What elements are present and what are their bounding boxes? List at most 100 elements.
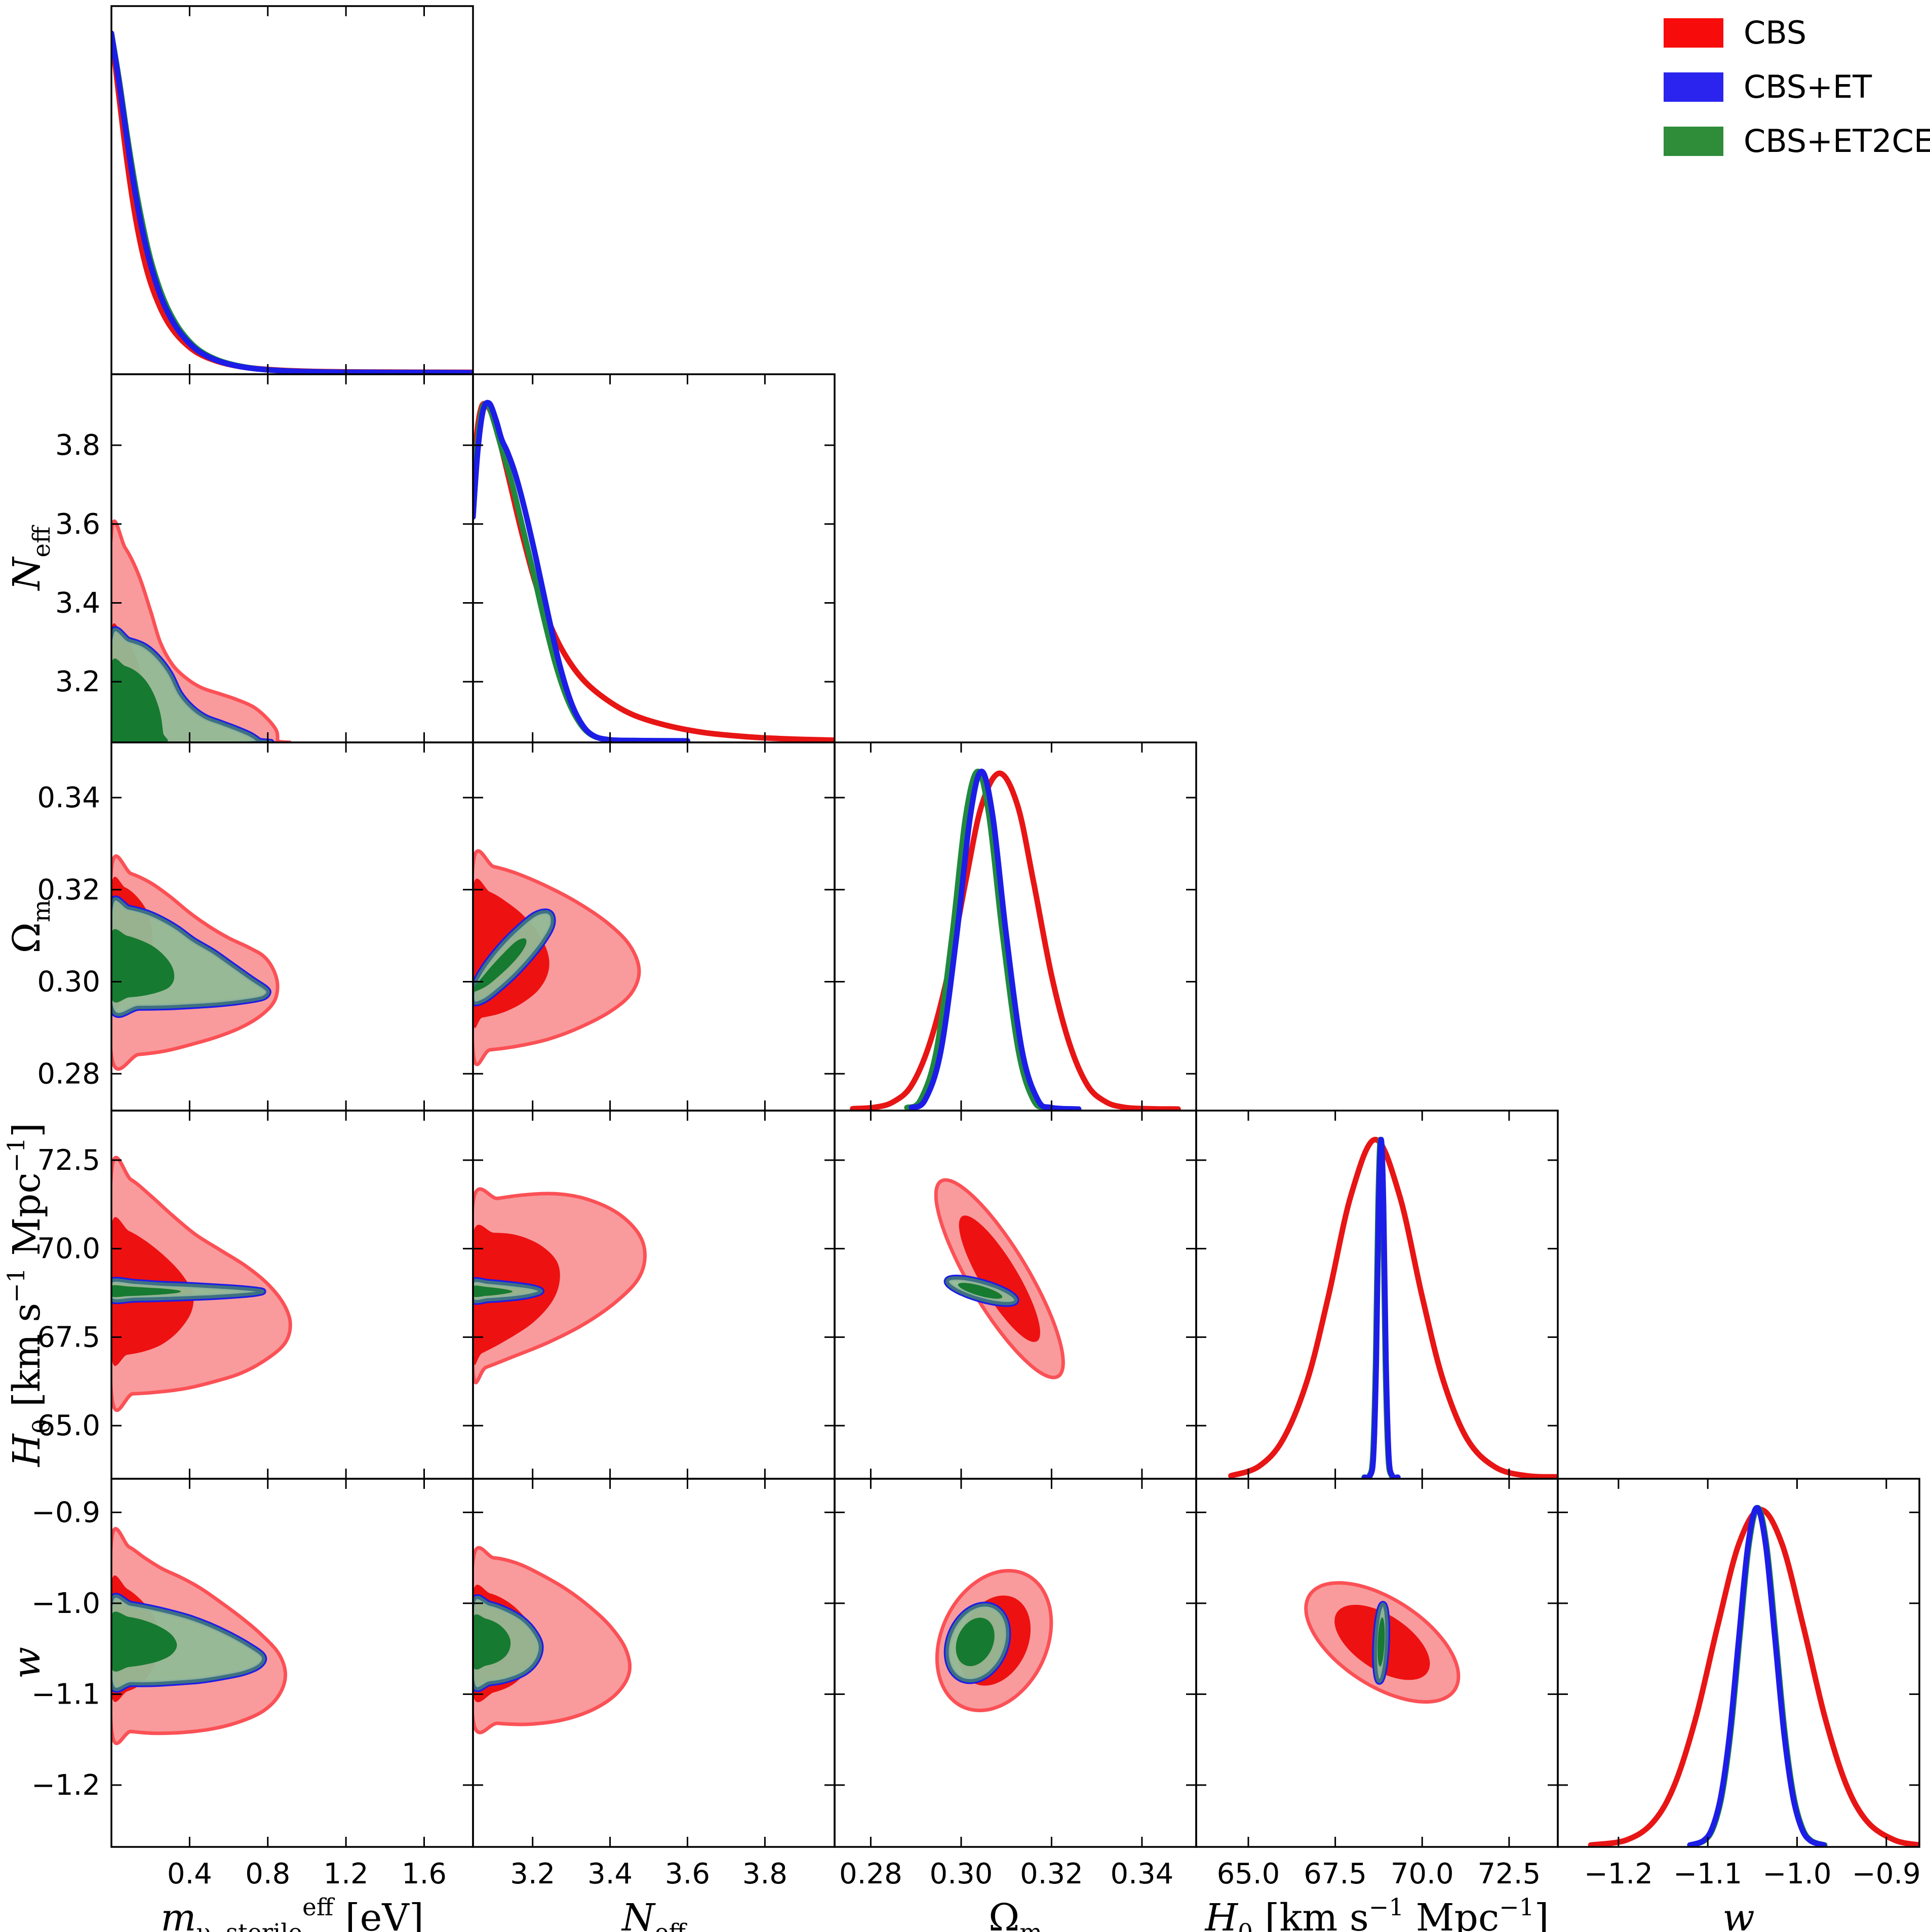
tick-labels: 0.4 0.8 1.2 1.6 3.2 3.4 3.6 3.8 0.28 0.30 0.32 0.34… (3, 429, 1921, 1932)
tick-label: 1.2 (324, 1858, 369, 1890)
tick-label: 0.8 (245, 1858, 290, 1890)
cbs-et2ce-68-contour (473, 938, 527, 992)
cbs-et2ce-68-contour (473, 1285, 513, 1297)
legend-label-cbs-et2ce: CBS+ET2CE (1744, 123, 1930, 160)
tick-label: 0.28 (839, 1858, 902, 1890)
tick-label: 0.28 (37, 1057, 100, 1090)
tick-label: 3.4 (55, 586, 100, 619)
density-panel-omegam (850, 768, 1181, 1111)
axes-frames (110, 5, 1920, 1848)
posterior-curve-CBS+ET (473, 400, 690, 742)
contour-panel-mnu-neff (111, 519, 292, 742)
contour-panel-neff-omegam (473, 849, 641, 1067)
contour-panel-neff-w (473, 1546, 632, 1734)
legend-swatch-cbs-et2ce (1664, 126, 1723, 156)
contour-panel-neff-h0 (473, 1187, 647, 1385)
tick-label: 3.6 (665, 1858, 710, 1890)
cbs-et2ce-68-contour (111, 1611, 177, 1672)
tick-label: 70.0 (37, 1233, 100, 1266)
cbs-95-contour (473, 849, 641, 1067)
cbs-et2ce-95-contour (111, 1278, 265, 1303)
posterior-curve-CBS+ET (111, 30, 473, 374)
cbs-et2ce-68-contour (1377, 1617, 1385, 1667)
legend-item-cbs-et: CBS+ET (1664, 68, 1930, 105)
axis-label: Neff (5, 525, 56, 592)
legend-label-cbs-et: CBS+ET (1744, 68, 1872, 105)
tick-label: −1.2 (31, 1769, 100, 1802)
axis-label: w (1722, 1896, 1754, 1932)
posterior-curve-CBS+ET (1687, 1505, 1827, 1847)
legend-label-cbs: CBS (1744, 14, 1807, 51)
cbs-et2ce-68-contour (958, 1283, 1003, 1299)
axis-label: H0 [km s−1 Mpc−1] (3, 1123, 56, 1468)
contour-panel-omegam-w (935, 1569, 1053, 1713)
cbs-et2ce-68-contour (111, 658, 168, 742)
density-panel-mnu (111, 30, 473, 374)
posterior-curve-CBS (1588, 1507, 1919, 1847)
tick-label: −1.0 (31, 1587, 100, 1620)
tick-label: 3.2 (55, 665, 100, 698)
axis-label: Neff (621, 1896, 688, 1932)
posterior-curve-CBS+ET (1362, 1136, 1401, 1479)
tick-label: 0.32 (1020, 1858, 1083, 1890)
cbs-et2ce-68-contour (111, 1285, 181, 1297)
contour-panel-omegam-h0 (934, 1178, 1065, 1379)
contour-panel-mnu-w (111, 1527, 288, 1745)
axis-label: Ωm (5, 900, 56, 954)
tick-label: −1.1 (31, 1678, 100, 1711)
cbs-et2ce-95-contour (111, 1594, 265, 1691)
posterior-curve-CBS (850, 770, 1181, 1111)
tick-label: 67.5 (1304, 1858, 1367, 1890)
panel-frame (1557, 1478, 1920, 1848)
density-panel-neff (473, 400, 835, 742)
density-panel-h0 (1228, 1136, 1558, 1479)
cbs-et2ce-68-contour (111, 929, 175, 1003)
posterior-curve-CBS (1228, 1136, 1558, 1479)
tick-label: 3.8 (55, 429, 100, 462)
axis-label: Ωm (989, 1896, 1042, 1932)
tick-label: 0.4 (167, 1858, 212, 1890)
posterior-curve-CBS+ET2CE (904, 768, 1077, 1111)
contour-panel-mnu-omegam (111, 854, 280, 1071)
posterior-curve-CBS+ET2CE (473, 401, 690, 742)
tick-label: −1.0 (1762, 1858, 1831, 1890)
tick-label: −0.9 (1852, 1858, 1921, 1890)
tick-label: 67.5 (37, 1321, 100, 1354)
tick-label: 3.4 (587, 1858, 633, 1890)
tick-label: 0.30 (37, 966, 100, 999)
posterior-curve-CBS+ET2CE (1688, 1505, 1828, 1847)
tick-label: 0.34 (37, 781, 100, 814)
posterior-curve-CBS (473, 401, 835, 742)
tick-label: 0.34 (1111, 1858, 1174, 1890)
cbs-et2ce-68-contour (956, 1618, 995, 1667)
density-panel-w (1588, 1505, 1919, 1847)
tick-label: 3.6 (55, 508, 100, 541)
tick-label: −1.1 (1673, 1858, 1742, 1890)
tick-label: 0.30 (930, 1858, 993, 1890)
legend-swatch-cbs (1664, 18, 1723, 48)
cbs-68-contour (959, 1215, 1040, 1342)
legend-item-cbs: CBS (1664, 14, 1930, 51)
contour-panel-mnu-h0 (111, 1156, 292, 1412)
posterior-curve-CBS (111, 30, 473, 374)
legend-swatch-cbs-et (1664, 72, 1723, 102)
tick-label: 70.0 (1391, 1858, 1454, 1890)
tick-label: 3.2 (510, 1858, 555, 1890)
axis-label: mν, sterileeff [eV] (161, 1894, 424, 1932)
tick-label: 72.5 (37, 1144, 100, 1177)
tick-label: −1.2 (1584, 1858, 1653, 1890)
tick-label: 1.6 (402, 1858, 447, 1890)
tick-label: 72.5 (1478, 1858, 1541, 1890)
tick-label: 0.32 (37, 874, 100, 906)
contour-panel-h0-w (1304, 1581, 1461, 1704)
axis-label: H0 [km s−1 Mpc−1] (1204, 1894, 1549, 1932)
legend-item-cbs-et2ce: CBS+ET2CE (1664, 123, 1930, 160)
tick-label: 65.0 (1217, 1858, 1280, 1890)
legend: CBS CBS+ET CBS+ET2CE (1664, 14, 1930, 160)
cbs-95-contour (473, 1546, 632, 1734)
tick-label: 65.0 (37, 1409, 100, 1442)
cbs-et2ce-68-contour (473, 1614, 511, 1670)
tick-label: 3.8 (742, 1858, 787, 1890)
